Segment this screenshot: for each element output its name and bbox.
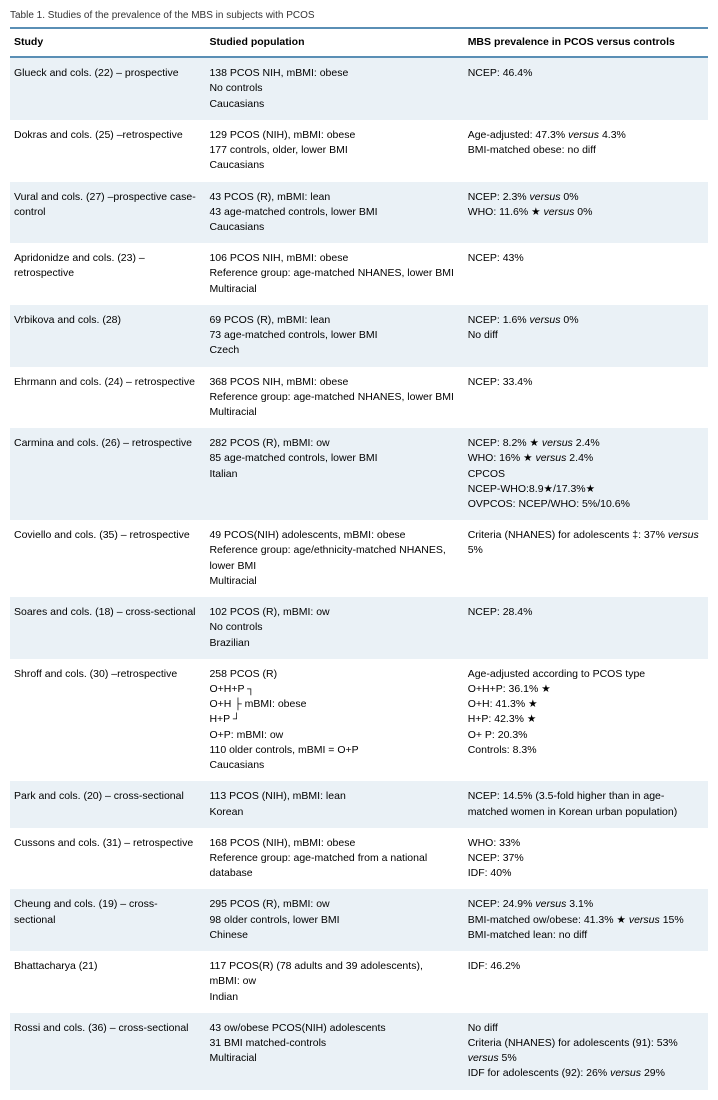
cell-population: 129 PCOS (NIH), mBMI: obese177 controls,…: [205, 120, 463, 182]
cell-study: Carmina and cols. (26) – retrospective: [10, 428, 205, 520]
cell-prevalence: NCEP: 2.3% versus 0%WHO: 11.6% ★ versus …: [464, 182, 708, 244]
table-row: Cussons and cols. (31) – retrospective16…: [10, 828, 708, 890]
table-row: Glueck and cols. (22) – prospective138 P…: [10, 57, 708, 120]
cell-prevalence: Age-adjusted: 47.3% versus 4.3%BMI-match…: [464, 120, 708, 182]
cell-population: 43 ow/obese PCOS(NIH) adolescents31 BMI …: [205, 1013, 463, 1090]
cell-prevalence: No diffCriteria (NHANES) for adolescents…: [464, 1013, 708, 1090]
table-row: Ehrmann and cols. (24) – retrospective36…: [10, 367, 708, 429]
cell-study: Ehrmann and cols. (24) – retrospective: [10, 367, 205, 429]
cell-prevalence: NCEP: 33.4%: [464, 367, 708, 429]
cell-prevalence: NCEP: 1.6% versus 0%No diff: [464, 305, 708, 367]
cell-population: 49 PCOS(NIH) adolescents, mBMI: obeseRef…: [205, 520, 463, 597]
header-prevalence: MBS prevalence in PCOS versus controls: [464, 28, 708, 57]
cell-study: Apridonidze and cols. (23) –retrospectiv…: [10, 243, 205, 305]
table-caption: Table 1. Studies of the prevalence of th…: [10, 10, 708, 21]
cell-study: Bhattacharya (21): [10, 951, 205, 1013]
cell-study: Shroff and cols. (30) –retrospective: [10, 659, 205, 782]
cell-population: 43 PCOS (R), mBMI: lean43 age-matched co…: [205, 182, 463, 244]
cell-prevalence: IDF: 46.2%: [464, 951, 708, 1013]
cell-study: Cussons and cols. (31) – retrospective: [10, 828, 205, 890]
cell-study: Glueck and cols. (22) – prospective: [10, 57, 205, 120]
cell-prevalence: NCEP: 28.4%: [464, 597, 708, 659]
table-row: Shroff and cols. (30) –retrospective258 …: [10, 659, 708, 782]
table-row: Cheung and cols. (19) – cross-sectional2…: [10, 889, 708, 951]
header-population: Studied population: [205, 28, 463, 57]
table-row: Carmina and cols. (26) – retrospective28…: [10, 428, 708, 520]
cell-population: 102 PCOS (R), mBMI: owNo controlsBrazili…: [205, 597, 463, 659]
table-row: Coviello and cols. (35) – retrospective4…: [10, 520, 708, 597]
cell-population: 295 PCOS (R), mBMI: ow98 older controls,…: [205, 889, 463, 951]
cell-study: Cheung and cols. (19) – cross-sectional: [10, 889, 205, 951]
cell-study: Rossi and cols. (36) – cross-sectional: [10, 1013, 205, 1090]
table-row: Vural and cols. (27) –prospective case-c…: [10, 182, 708, 244]
cell-prevalence: NCEP: 43%: [464, 243, 708, 305]
table-row: Vrbikova and cols. (28)69 PCOS (R), mBMI…: [10, 305, 708, 367]
cell-population: 117 PCOS(R) (78 adults and 39 adolescent…: [205, 951, 463, 1013]
table-row: Apridonidze and cols. (23) –retrospectiv…: [10, 243, 708, 305]
table-body: Glueck and cols. (22) – prospective138 P…: [10, 57, 708, 1089]
table-row: Rossi and cols. (36) – cross-sectional43…: [10, 1013, 708, 1090]
cell-study: Coviello and cols. (35) – retrospective: [10, 520, 205, 597]
header-study: Study: [10, 28, 205, 57]
table-row: Park and cols. (20) – cross-sectional113…: [10, 781, 708, 827]
header-row: Study Studied population MBS prevalence …: [10, 28, 708, 57]
cell-population: 113 PCOS (NIH), mBMI: leanKorean: [205, 781, 463, 827]
cell-study: Vural and cols. (27) –prospective case-c…: [10, 182, 205, 244]
cell-study: Dokras and cols. (25) –retrospective: [10, 120, 205, 182]
mbs-table: Study Studied population MBS prevalence …: [10, 27, 708, 1090]
cell-population: 106 PCOS NIH, mBMI: obeseReference group…: [205, 243, 463, 305]
cell-prevalence: NCEP: 24.9% versus 3.1%BMI-matched ow/ob…: [464, 889, 708, 951]
cell-population: 69 PCOS (R), mBMI: lean73 age-matched co…: [205, 305, 463, 367]
cell-prevalence: Criteria (NHANES) for adolescents ‡: 37%…: [464, 520, 708, 597]
cell-prevalence: Age-adjusted according to PCOS typeO+H+P…: [464, 659, 708, 782]
cell-prevalence: NCEP: 14.5% (3.5-fold higher than in age…: [464, 781, 708, 827]
table-row: Soares and cols. (18) – cross-sectional1…: [10, 597, 708, 659]
cell-population: 282 PCOS (R), mBMI: ow85 age-matched con…: [205, 428, 463, 520]
cell-population: 368 PCOS NIH, mBMI: obeseReference group…: [205, 367, 463, 429]
table-row: Dokras and cols. (25) –retrospective129 …: [10, 120, 708, 182]
cell-prevalence: NCEP: 8.2% ★ versus 2.4%WHO: 16% ★ versu…: [464, 428, 708, 520]
cell-study: Vrbikova and cols. (28): [10, 305, 205, 367]
table-row: Bhattacharya (21)117 PCOS(R) (78 adults …: [10, 951, 708, 1013]
cell-population: 138 PCOS NIH, mBMI: obeseNo controlsCauc…: [205, 57, 463, 120]
cell-population: 258 PCOS (R)O+H+P ┐O+H ├ mBMI: obeseH+P …: [205, 659, 463, 782]
cell-prevalence: WHO: 33%NCEP: 37%IDF: 40%: [464, 828, 708, 890]
cell-study: Park and cols. (20) – cross-sectional: [10, 781, 205, 827]
cell-population: 168 PCOS (NIH), mBMI: obeseReference gro…: [205, 828, 463, 890]
cell-prevalence: NCEP: 46.4%: [464, 57, 708, 120]
cell-study: Soares and cols. (18) – cross-sectional: [10, 597, 205, 659]
